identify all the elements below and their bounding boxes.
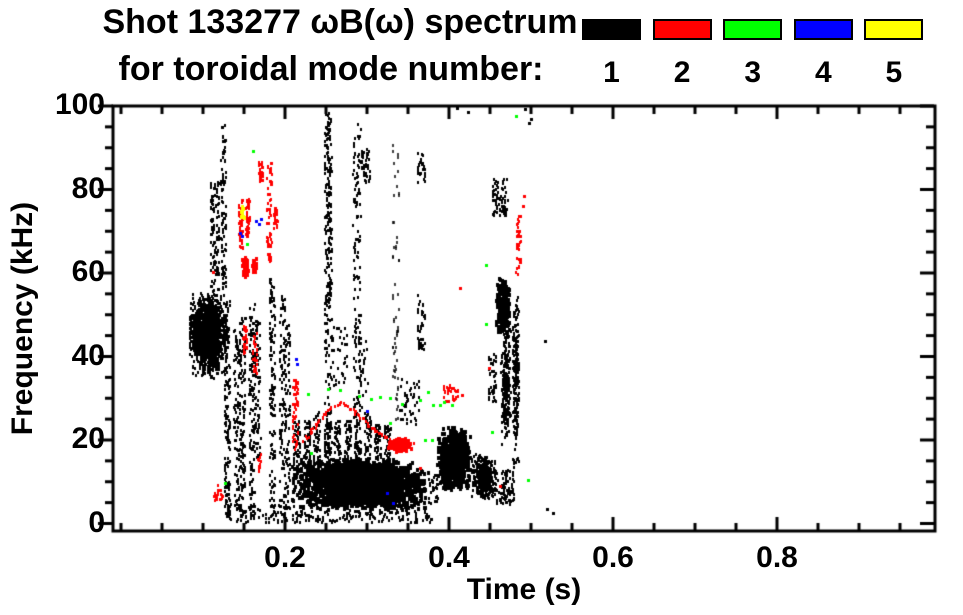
- legend-swatch-4: [793, 19, 853, 40]
- y-tick-label: 0: [88, 505, 105, 539]
- x-tick-label: 0.4: [428, 541, 470, 574]
- chart-subtitle: for toroidal mode number:: [118, 50, 544, 88]
- y-tick-label: 40: [71, 338, 105, 372]
- legend-label-3: 3: [744, 56, 762, 89]
- legend-label-1: 1: [603, 56, 620, 89]
- y-axis-title: Frequency (kHz): [6, 201, 39, 436]
- y-tick-label: 100: [54, 88, 105, 121]
- legend-label-4: 4: [814, 56, 832, 89]
- legend-swatch-3: [723, 19, 783, 40]
- x-axis-title: Time (s): [466, 573, 582, 606]
- y-tick-label: 80: [71, 171, 105, 205]
- y-tick-label: 60: [71, 255, 105, 288]
- x-tick-label: 0.8: [756, 541, 798, 574]
- legend-swatch-2: [652, 19, 712, 40]
- chart-title: Shot 133277 ωB(ω) spectrum: [102, 3, 578, 41]
- legend-swatch-1: [582, 19, 641, 40]
- x-tick-label: 0.6: [592, 541, 634, 574]
- legend-label-2: 2: [673, 56, 691, 89]
- x-tick-label: 0.2: [264, 541, 306, 574]
- legend-label-5: 5: [885, 56, 903, 89]
- legend-swatch-5: [864, 19, 924, 40]
- y-tick-label: 20: [71, 422, 105, 455]
